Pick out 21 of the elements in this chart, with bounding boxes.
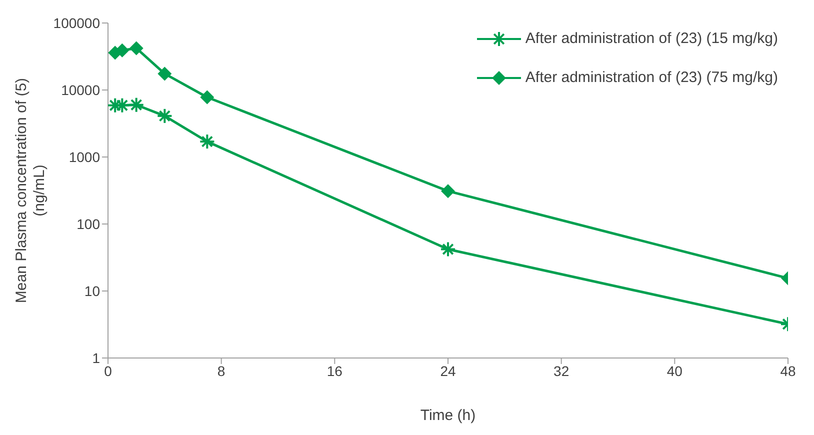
y-tick-label: 100000 <box>53 14 100 31</box>
legend-label: After administration of (23) (75 mg/kg) <box>525 69 778 86</box>
x-tick-label: 24 <box>440 362 456 379</box>
x-tick-label: 0 <box>104 362 112 379</box>
x-tick-label: 16 <box>326 362 343 379</box>
x-tick-label: 32 <box>554 362 570 379</box>
point <box>200 90 214 104</box>
point <box>129 41 144 56</box>
x-tick-label: 48 <box>780 362 796 379</box>
point <box>115 43 130 58</box>
y-tick-label: 100 <box>76 216 100 232</box>
point <box>158 66 172 81</box>
y-tick-label: 10 <box>84 282 100 299</box>
y-axis-title: Mean Plasma concentration of (5) (ng/mL) <box>13 78 48 304</box>
x-axis-title: Time (h) <box>420 407 476 424</box>
legend-label: After administration of (23) (15 mg/kg) <box>525 30 778 47</box>
x-tick-label: 40 <box>666 362 683 379</box>
x-tick-label: 8 <box>217 362 226 379</box>
y-tick-label: 1 <box>92 350 100 366</box>
y-tick-label: 1000 <box>68 148 100 165</box>
y-tick-label: 10000 <box>61 82 100 98</box>
